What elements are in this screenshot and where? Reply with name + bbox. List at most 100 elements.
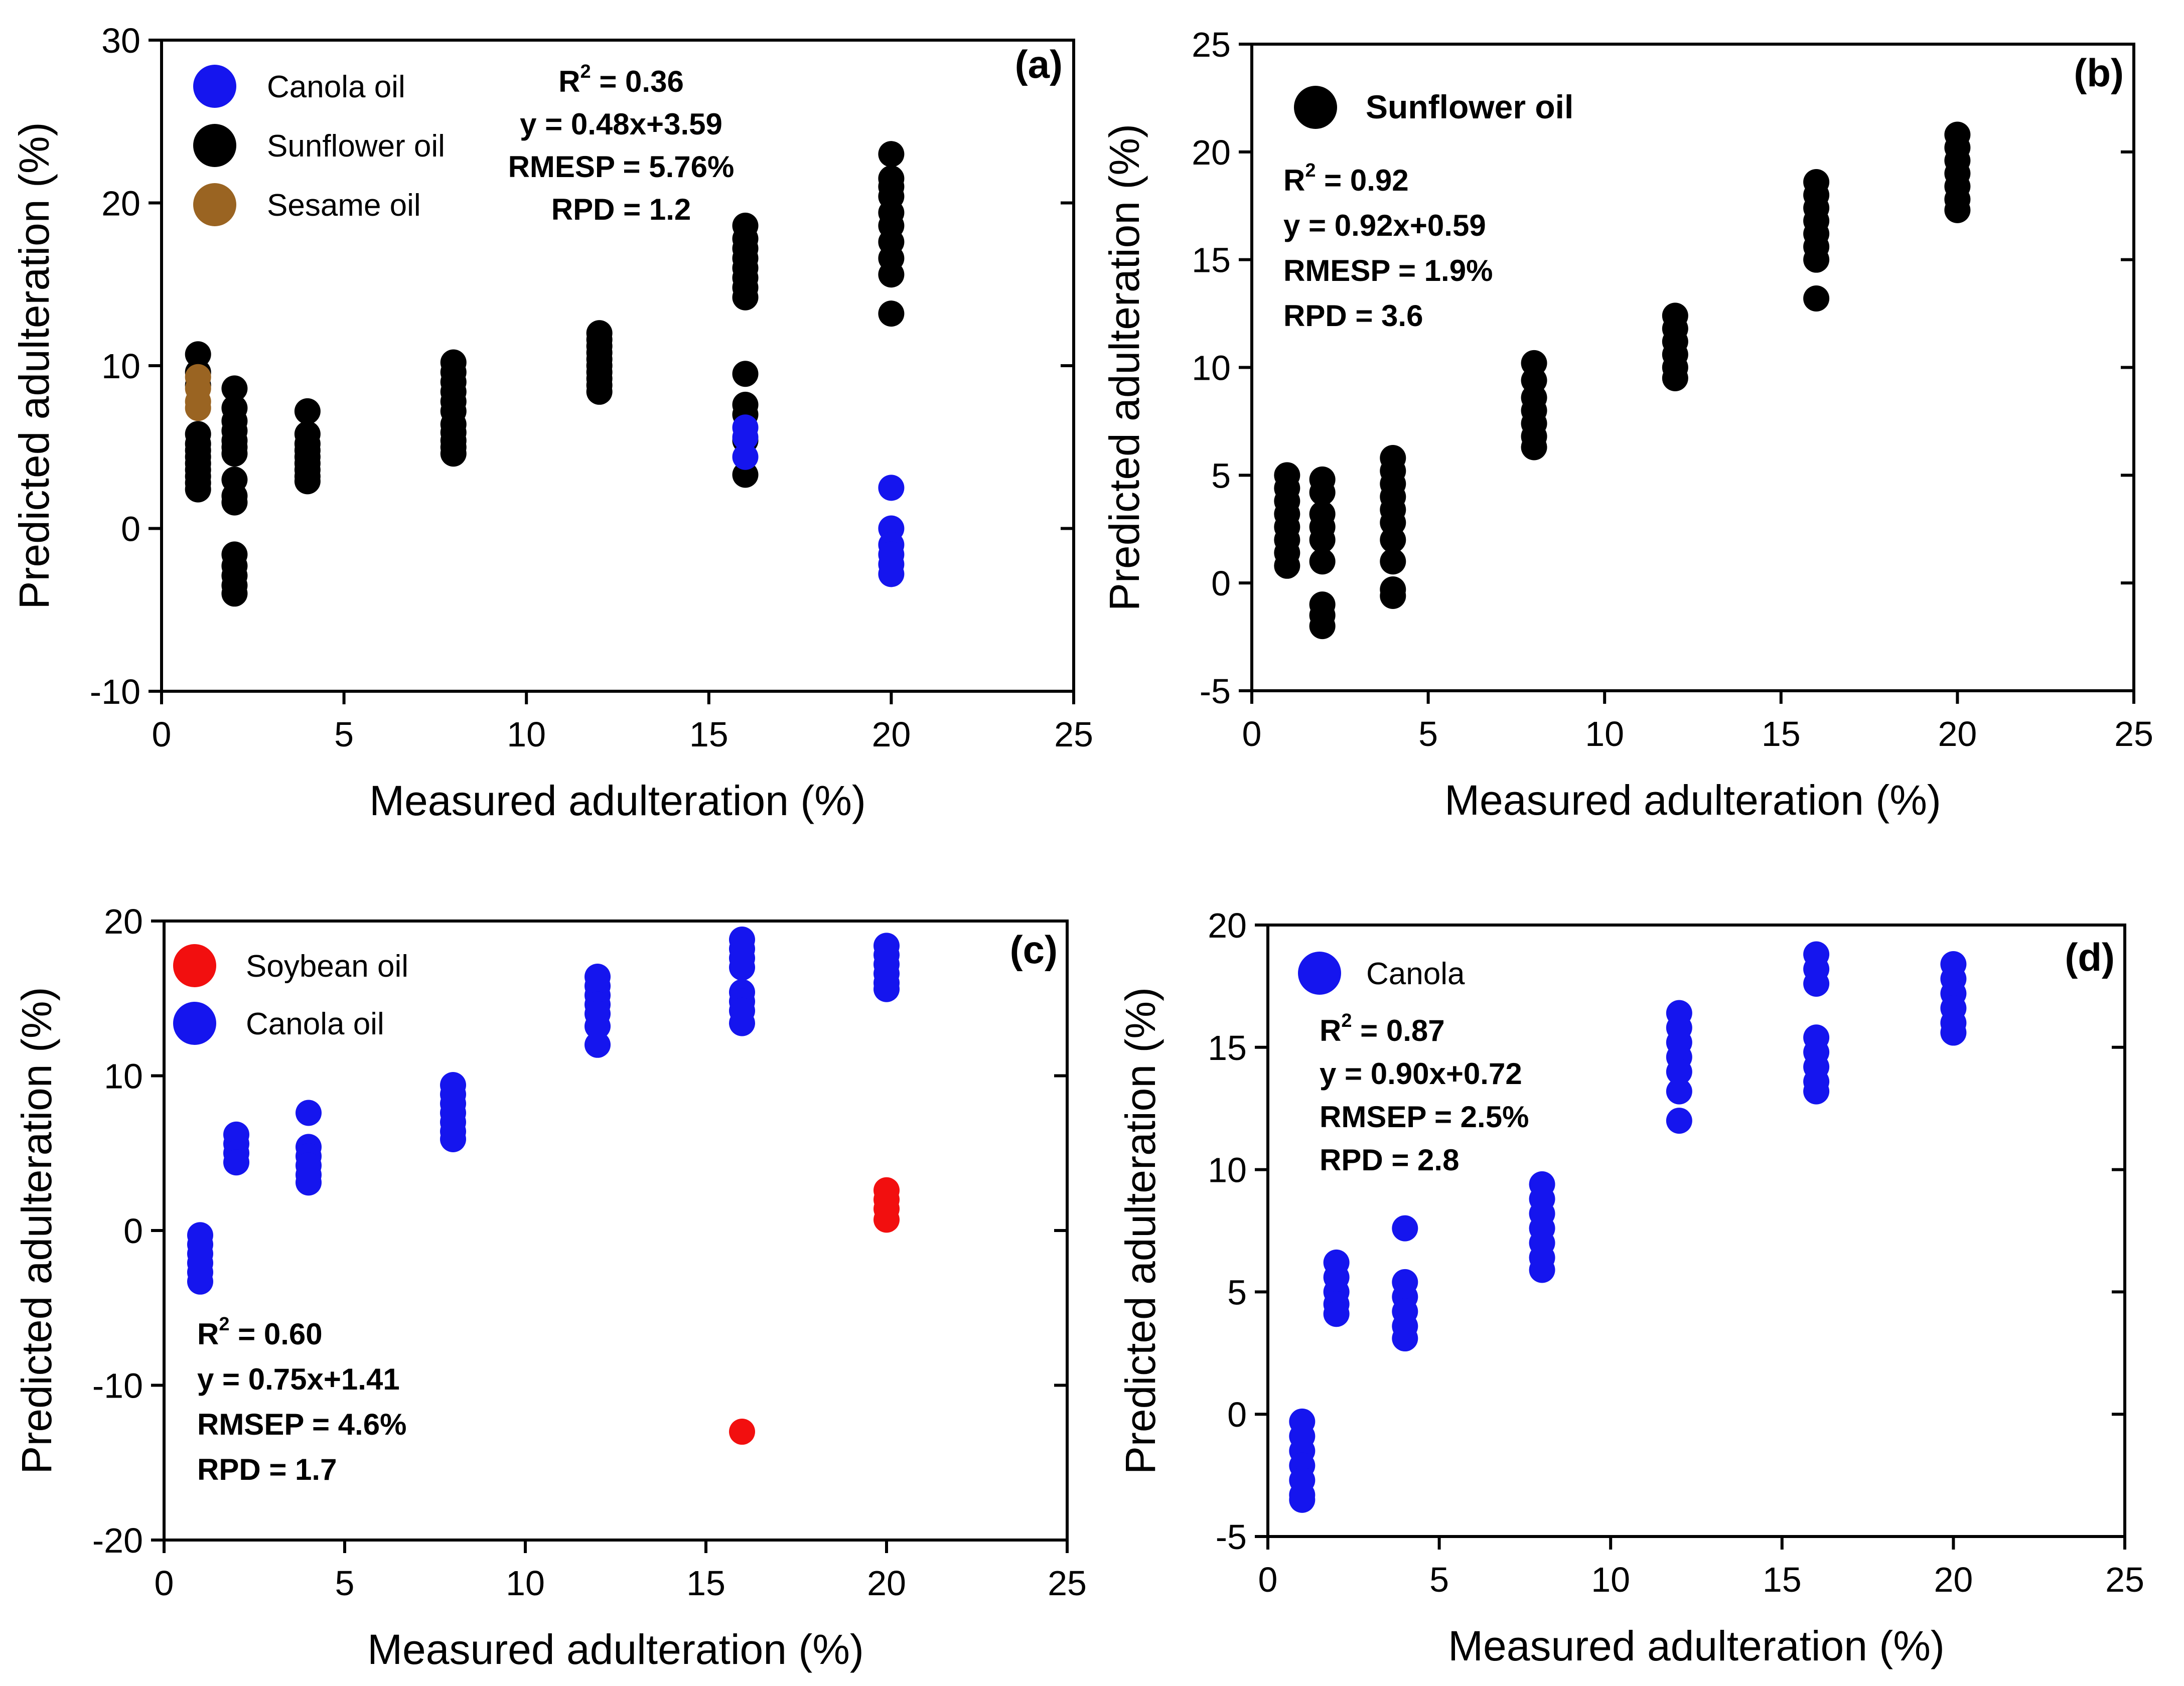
stat-line: RMSEP = 2.5% <box>1320 1100 1529 1134</box>
legend-marker <box>1294 86 1337 129</box>
y-tick-label: 5 <box>1211 456 1231 495</box>
x-tick-label: 25 <box>2114 714 2153 753</box>
x-tick-label: 10 <box>506 1564 545 1603</box>
data-point <box>585 1031 611 1058</box>
y-tick-label: 10 <box>101 347 140 386</box>
data-point <box>1289 1486 1316 1513</box>
y-axis-title: Predicted adulteration (%) <box>11 122 58 609</box>
stat-line: R2 = 0.92 <box>1283 160 1409 197</box>
data-point <box>221 440 248 467</box>
data-point <box>1274 552 1300 579</box>
x-tick-label: 0 <box>155 1564 174 1603</box>
series-canola-oil <box>187 927 900 1295</box>
y-tick-label: 20 <box>1208 906 1247 945</box>
data-point <box>873 1206 900 1233</box>
legend-label: Sesame oil <box>267 188 421 223</box>
panel-tag: (c) <box>1010 928 1058 972</box>
stat-line: RPD = 3.6 <box>1283 299 1423 333</box>
x-tick-label: 5 <box>1429 1560 1449 1599</box>
legend-marker <box>193 124 236 167</box>
panel-tag: (a) <box>1015 42 1063 86</box>
y-tick-label: 0 <box>1227 1395 1247 1434</box>
x-tick-label: 20 <box>1934 1560 1973 1599</box>
x-tick-label: 15 <box>1762 714 1801 753</box>
y-tick-label: 5 <box>1227 1273 1247 1312</box>
data-point <box>221 489 248 516</box>
data-point <box>185 395 211 421</box>
x-tick-label: 15 <box>1763 1560 1802 1599</box>
legend-label: Soybean oil <box>246 949 408 984</box>
data-point <box>185 476 211 503</box>
data-point <box>1380 548 1406 575</box>
stat-line: y = 0.90x+0.72 <box>1320 1057 1522 1091</box>
data-point <box>732 284 759 311</box>
stat-line: RPD = 1.2 <box>551 193 691 226</box>
y-tick-label: 20 <box>1192 133 1231 172</box>
x-axis-title: Measured adulteration (%) <box>369 777 866 824</box>
y-tick-label: 0 <box>1211 564 1231 603</box>
data-point <box>221 375 248 402</box>
y-tick-label: -5 <box>1216 1517 1247 1557</box>
legend-marker <box>193 65 236 108</box>
y-tick-label: 10 <box>1192 349 1231 388</box>
x-tick-label: 5 <box>1418 714 1438 753</box>
x-tick-label: 15 <box>686 1564 725 1603</box>
stat-line: y = 0.75x+1.41 <box>197 1362 400 1396</box>
stat-line: RMSEP = 4.6% <box>197 1408 406 1441</box>
y-tick-label: 20 <box>101 184 140 223</box>
series-sesame-oil <box>185 364 211 421</box>
y-axis-title: Predicted adulteration (%) <box>1101 124 1148 611</box>
data-point <box>1803 971 1830 997</box>
legend-label: Sunflower oil <box>267 129 445 164</box>
data-point <box>732 361 759 387</box>
x-axis-title: Measured adulteration (%) <box>367 1626 864 1673</box>
stat-line: R2 = 0.87 <box>1320 1010 1445 1047</box>
x-tick-label: 0 <box>1242 714 1262 753</box>
series-soybean-oil <box>729 1177 900 1445</box>
x-axis-title: Measured adulteration (%) <box>1448 1622 1945 1669</box>
data-point <box>440 440 467 467</box>
y-tick-label: 0 <box>123 1211 143 1251</box>
x-axis-title: Measured adulteration (%) <box>1444 777 1941 824</box>
data-point <box>1666 1058 1692 1085</box>
stat-line: y = 0.92x+0.59 <box>1283 209 1486 242</box>
data-point <box>296 1100 322 1126</box>
y-tick-label: -20 <box>92 1521 143 1560</box>
legend-marker <box>173 1002 216 1045</box>
series-canola-oil <box>732 414 905 587</box>
data-point <box>1309 479 1336 506</box>
data-point <box>586 378 613 405</box>
data-point <box>878 475 905 501</box>
x-tick-label: 0 <box>152 715 172 754</box>
panel-a: 0 5 10 15 20 25 -10 0 10 20 30 Measured adulteratio… <box>11 21 1093 824</box>
y-tick-label: 10 <box>1208 1151 1247 1190</box>
data-point <box>1803 1078 1830 1105</box>
data-point <box>1803 246 1830 273</box>
data-point <box>1803 285 1830 312</box>
data-point <box>732 424 759 450</box>
data-point <box>729 1419 755 1445</box>
series-canola <box>1289 941 1967 1513</box>
legend-marker <box>193 183 236 226</box>
data-point <box>440 1126 466 1152</box>
data-point <box>1392 1325 1418 1352</box>
panel-tag: (b) <box>2074 51 2124 95</box>
y-tick-label: 25 <box>1192 25 1231 64</box>
data-point <box>732 443 759 470</box>
y-tick-label: 0 <box>121 510 140 549</box>
x-tick-label: 10 <box>507 715 546 754</box>
y-tick-label: 15 <box>1208 1028 1247 1067</box>
x-tick-label: 5 <box>334 715 354 754</box>
x-tick-label: 0 <box>1258 1560 1278 1599</box>
y-tick-label: 10 <box>104 1057 143 1096</box>
legend-marker <box>1298 952 1341 995</box>
y-tick-label: 30 <box>101 21 140 60</box>
stat-line: RPD = 1.7 <box>197 1453 337 1486</box>
data-point <box>1323 1301 1350 1327</box>
x-tick-label: 25 <box>2105 1560 2144 1599</box>
data-point <box>732 462 759 488</box>
data-point <box>296 1169 322 1196</box>
data-point <box>585 1013 611 1039</box>
y-tick-label: -10 <box>90 672 140 711</box>
data-point <box>1309 548 1336 575</box>
